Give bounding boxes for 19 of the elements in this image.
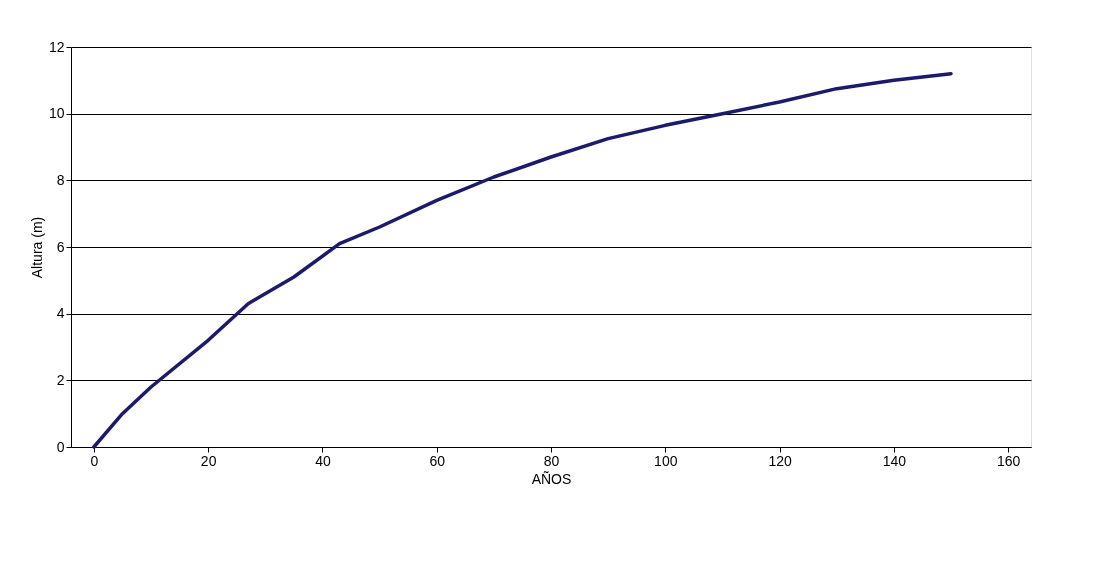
x-tick-label: 40 xyxy=(315,452,331,469)
y-tick-label: 2 xyxy=(56,371,65,388)
y-tick-label: 10 xyxy=(48,105,65,122)
x-tick-label: 140 xyxy=(882,452,907,469)
y-axis-title: Altura (m) xyxy=(28,216,45,279)
y-tick-label: 6 xyxy=(56,238,65,255)
x-tick-label: 120 xyxy=(768,452,792,469)
x-tick-label: 160 xyxy=(996,452,1021,469)
y-tick-label: 12 xyxy=(48,38,65,55)
y-tick-label: 8 xyxy=(56,171,65,188)
x-tick-label: 80 xyxy=(543,452,560,469)
y-tick-label: 4 xyxy=(56,305,65,322)
x-tick-label: 0 xyxy=(90,452,99,469)
x-tick-label: 60 xyxy=(429,452,446,469)
line-series xyxy=(92,71,953,449)
x-axis-title: AÑOS xyxy=(531,470,572,487)
x-tick-label: 20 xyxy=(200,452,217,469)
y-tick-label: 0 xyxy=(56,438,65,455)
x-tick-label: 100 xyxy=(654,452,678,469)
